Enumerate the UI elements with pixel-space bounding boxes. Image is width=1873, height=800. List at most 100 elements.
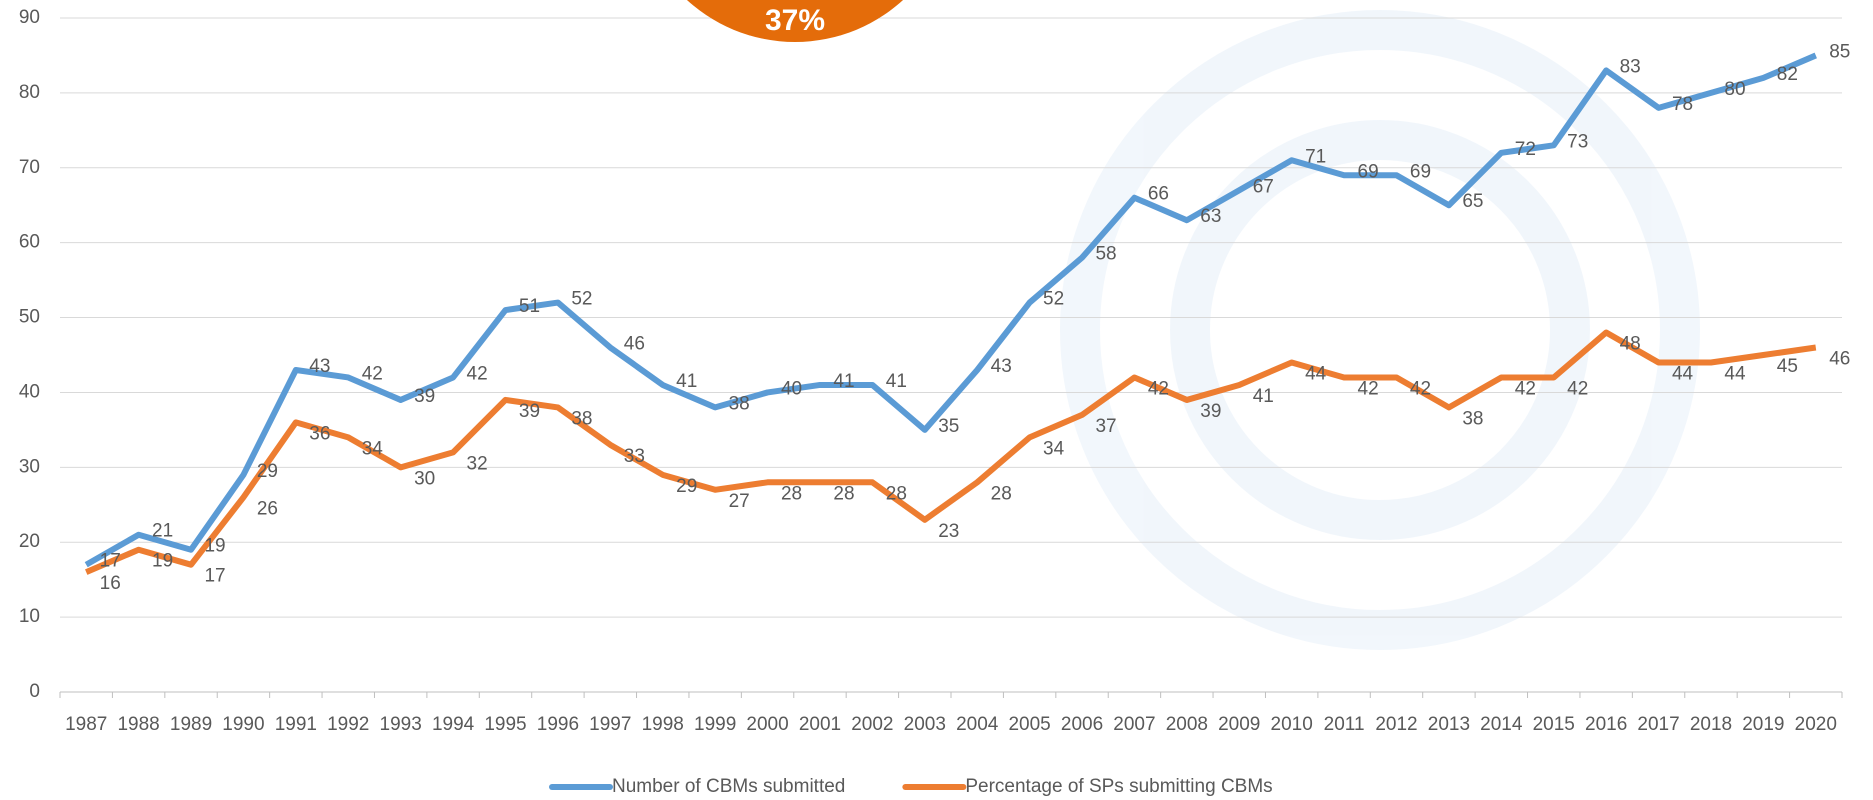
data-label: 28 [991, 483, 1012, 504]
data-label: 66 [1148, 184, 1169, 205]
data-label: 28 [781, 483, 802, 504]
x-tick-label: 2015 [1533, 714, 1575, 735]
x-tick-label: 1997 [589, 714, 631, 735]
x-tick-label: 2003 [904, 714, 946, 735]
watermark [1060, 10, 1700, 650]
x-tick-label: 1987 [65, 714, 107, 735]
data-label: 23 [938, 521, 959, 542]
y-tick-label: 10 [19, 606, 40, 627]
x-tick-label: 2018 [1690, 714, 1732, 735]
data-label: 17 [100, 551, 121, 572]
x-tick-label: 2019 [1742, 714, 1784, 735]
data-label: 45 [1777, 356, 1798, 377]
data-label: 71 [1305, 146, 1326, 167]
x-tick-label: 2002 [851, 714, 893, 735]
data-label: 36 [309, 423, 330, 444]
x-tick-label: 2005 [1008, 714, 1050, 735]
data-label: 44 [1724, 364, 1746, 385]
data-label: 42 [362, 363, 383, 384]
data-label: 33 [624, 446, 645, 467]
data-label: 63 [1200, 206, 1221, 227]
x-tick-label: 2020 [1795, 714, 1837, 735]
data-label: 83 [1620, 56, 1641, 77]
data-label: 40 [781, 378, 802, 399]
data-label: 42 [1358, 378, 1379, 399]
y-tick-label: 90 [19, 7, 40, 28]
y-tick-label: 20 [19, 531, 40, 552]
y-tick-label: 30 [19, 456, 40, 477]
data-label: 39 [1200, 401, 1221, 422]
data-label: 52 [1043, 289, 1064, 310]
data-label: 52 [571, 289, 592, 310]
data-label: 21 [152, 521, 173, 542]
data-label: 51 [519, 296, 540, 317]
data-label: 41 [1253, 386, 1274, 407]
data-label: 38 [571, 408, 592, 429]
data-label: 69 [1410, 161, 1431, 182]
data-label: 39 [519, 401, 540, 422]
data-label: 48 [1620, 334, 1641, 355]
data-label: 58 [1095, 244, 1116, 265]
data-label: 85 [1829, 41, 1850, 62]
x-tick-label: 1993 [380, 714, 422, 735]
x-tick-label: 1989 [170, 714, 212, 735]
data-label: 42 [1515, 378, 1536, 399]
y-tick-label: 50 [19, 307, 40, 328]
data-label: 41 [676, 371, 697, 392]
data-label: 41 [886, 371, 907, 392]
series-line [84, 52, 1817, 568]
legend-label: Number of CBMs submitted [612, 776, 845, 797]
y-tick-label: 80 [19, 82, 40, 103]
data-label: 42 [1410, 378, 1431, 399]
data-label: 27 [729, 491, 750, 512]
x-tick-label: 2013 [1428, 714, 1470, 735]
data-label: 37 [1095, 416, 1116, 437]
x-tick-label: 2009 [1218, 714, 1260, 735]
data-label: 29 [257, 461, 278, 482]
x-tick-label: 1994 [432, 714, 475, 735]
data-label: 43 [991, 356, 1012, 377]
data-label: 42 [467, 363, 488, 384]
data-label: 78 [1672, 94, 1693, 115]
x-tick-label: 1990 [222, 714, 264, 735]
data-label: 34 [362, 438, 384, 459]
x-tick-label: 1999 [694, 714, 736, 735]
x-tick-label: 2010 [1271, 714, 1313, 735]
x-tick-label: 2007 [1113, 714, 1155, 735]
data-label: 19 [204, 536, 225, 557]
x-tick-label: 2000 [746, 714, 788, 735]
x-tick-label: 1995 [484, 714, 526, 735]
x-tick-label: 2004 [956, 714, 999, 735]
data-label: 46 [1829, 349, 1850, 370]
legend-label: Percentage of SPs submitting CBMs [965, 776, 1272, 797]
data-label: 28 [886, 483, 907, 504]
data-label: 16 [100, 573, 121, 594]
data-label: 32 [467, 453, 488, 474]
data-label: 43 [309, 356, 330, 377]
data-label: 38 [729, 393, 750, 414]
x-tick-label: 1996 [537, 714, 579, 735]
x-tick-label: 1992 [327, 714, 369, 735]
data-label: 42 [1148, 378, 1169, 399]
y-tick-label: 0 [29, 681, 40, 702]
data-label: 73 [1567, 131, 1588, 152]
data-label: 41 [833, 371, 854, 392]
data-label: 34 [1043, 438, 1065, 459]
data-label: 19 [152, 551, 173, 572]
data-label: 38 [1462, 408, 1483, 429]
x-tick-label: 1998 [642, 714, 684, 735]
data-label: 26 [257, 498, 278, 519]
data-label: 46 [624, 334, 645, 355]
data-label: 80 [1724, 79, 1745, 100]
y-tick-label: 40 [19, 381, 40, 402]
x-tick-label: 2017 [1637, 714, 1679, 735]
x-tick-label: 2016 [1585, 714, 1627, 735]
badge-label: 37% [765, 4, 825, 37]
data-label: 65 [1462, 191, 1483, 212]
data-label: 17 [204, 566, 225, 587]
y-tick-label: 70 [19, 157, 40, 178]
x-tick-label: 2011 [1324, 714, 1365, 735]
data-label: 29 [676, 476, 697, 497]
x-tick-label: 2014 [1480, 714, 1523, 735]
